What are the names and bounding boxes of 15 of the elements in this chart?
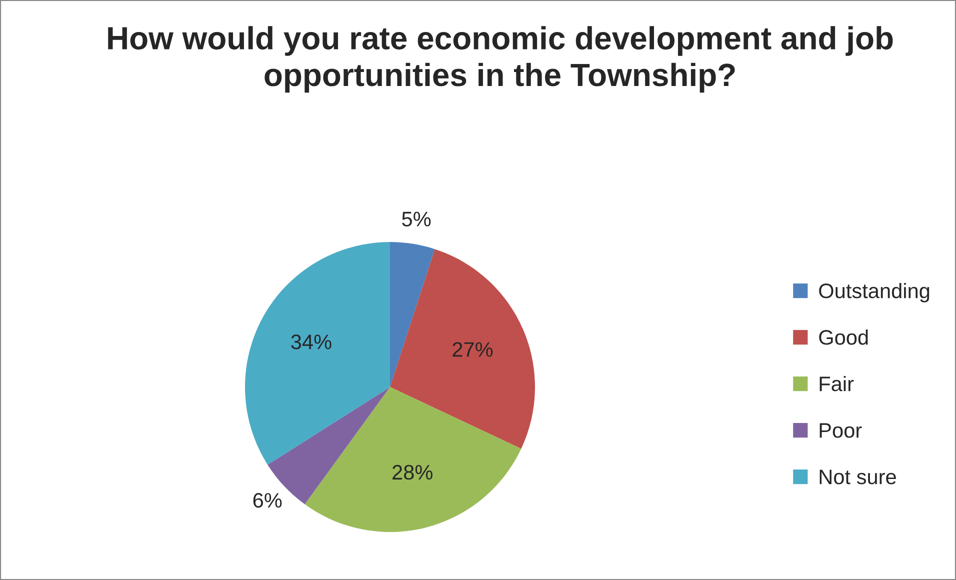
pie-slice: [304, 387, 522, 532]
data-label: 6%: [253, 492, 282, 508]
chart-title: How would you rate economic development and job opportunities in the Township?: [108, 26, 893, 93]
data-label: 34%: [291, 334, 332, 350]
pie-slice: [390, 249, 535, 449]
data-label: 27%: [452, 342, 493, 357]
legend-label: Outstanding: [819, 282, 930, 302]
pie-slice: [245, 242, 390, 465]
legend-label: Not sure: [820, 470, 896, 484]
legend-label: Good: [819, 329, 868, 345]
pie-slice: [390, 242, 435, 387]
legend-label: Poor: [820, 423, 862, 438]
legend-label: Fair: [820, 376, 854, 392]
data-label: 5%: [402, 212, 431, 226]
data-label: 28%: [392, 464, 432, 480]
